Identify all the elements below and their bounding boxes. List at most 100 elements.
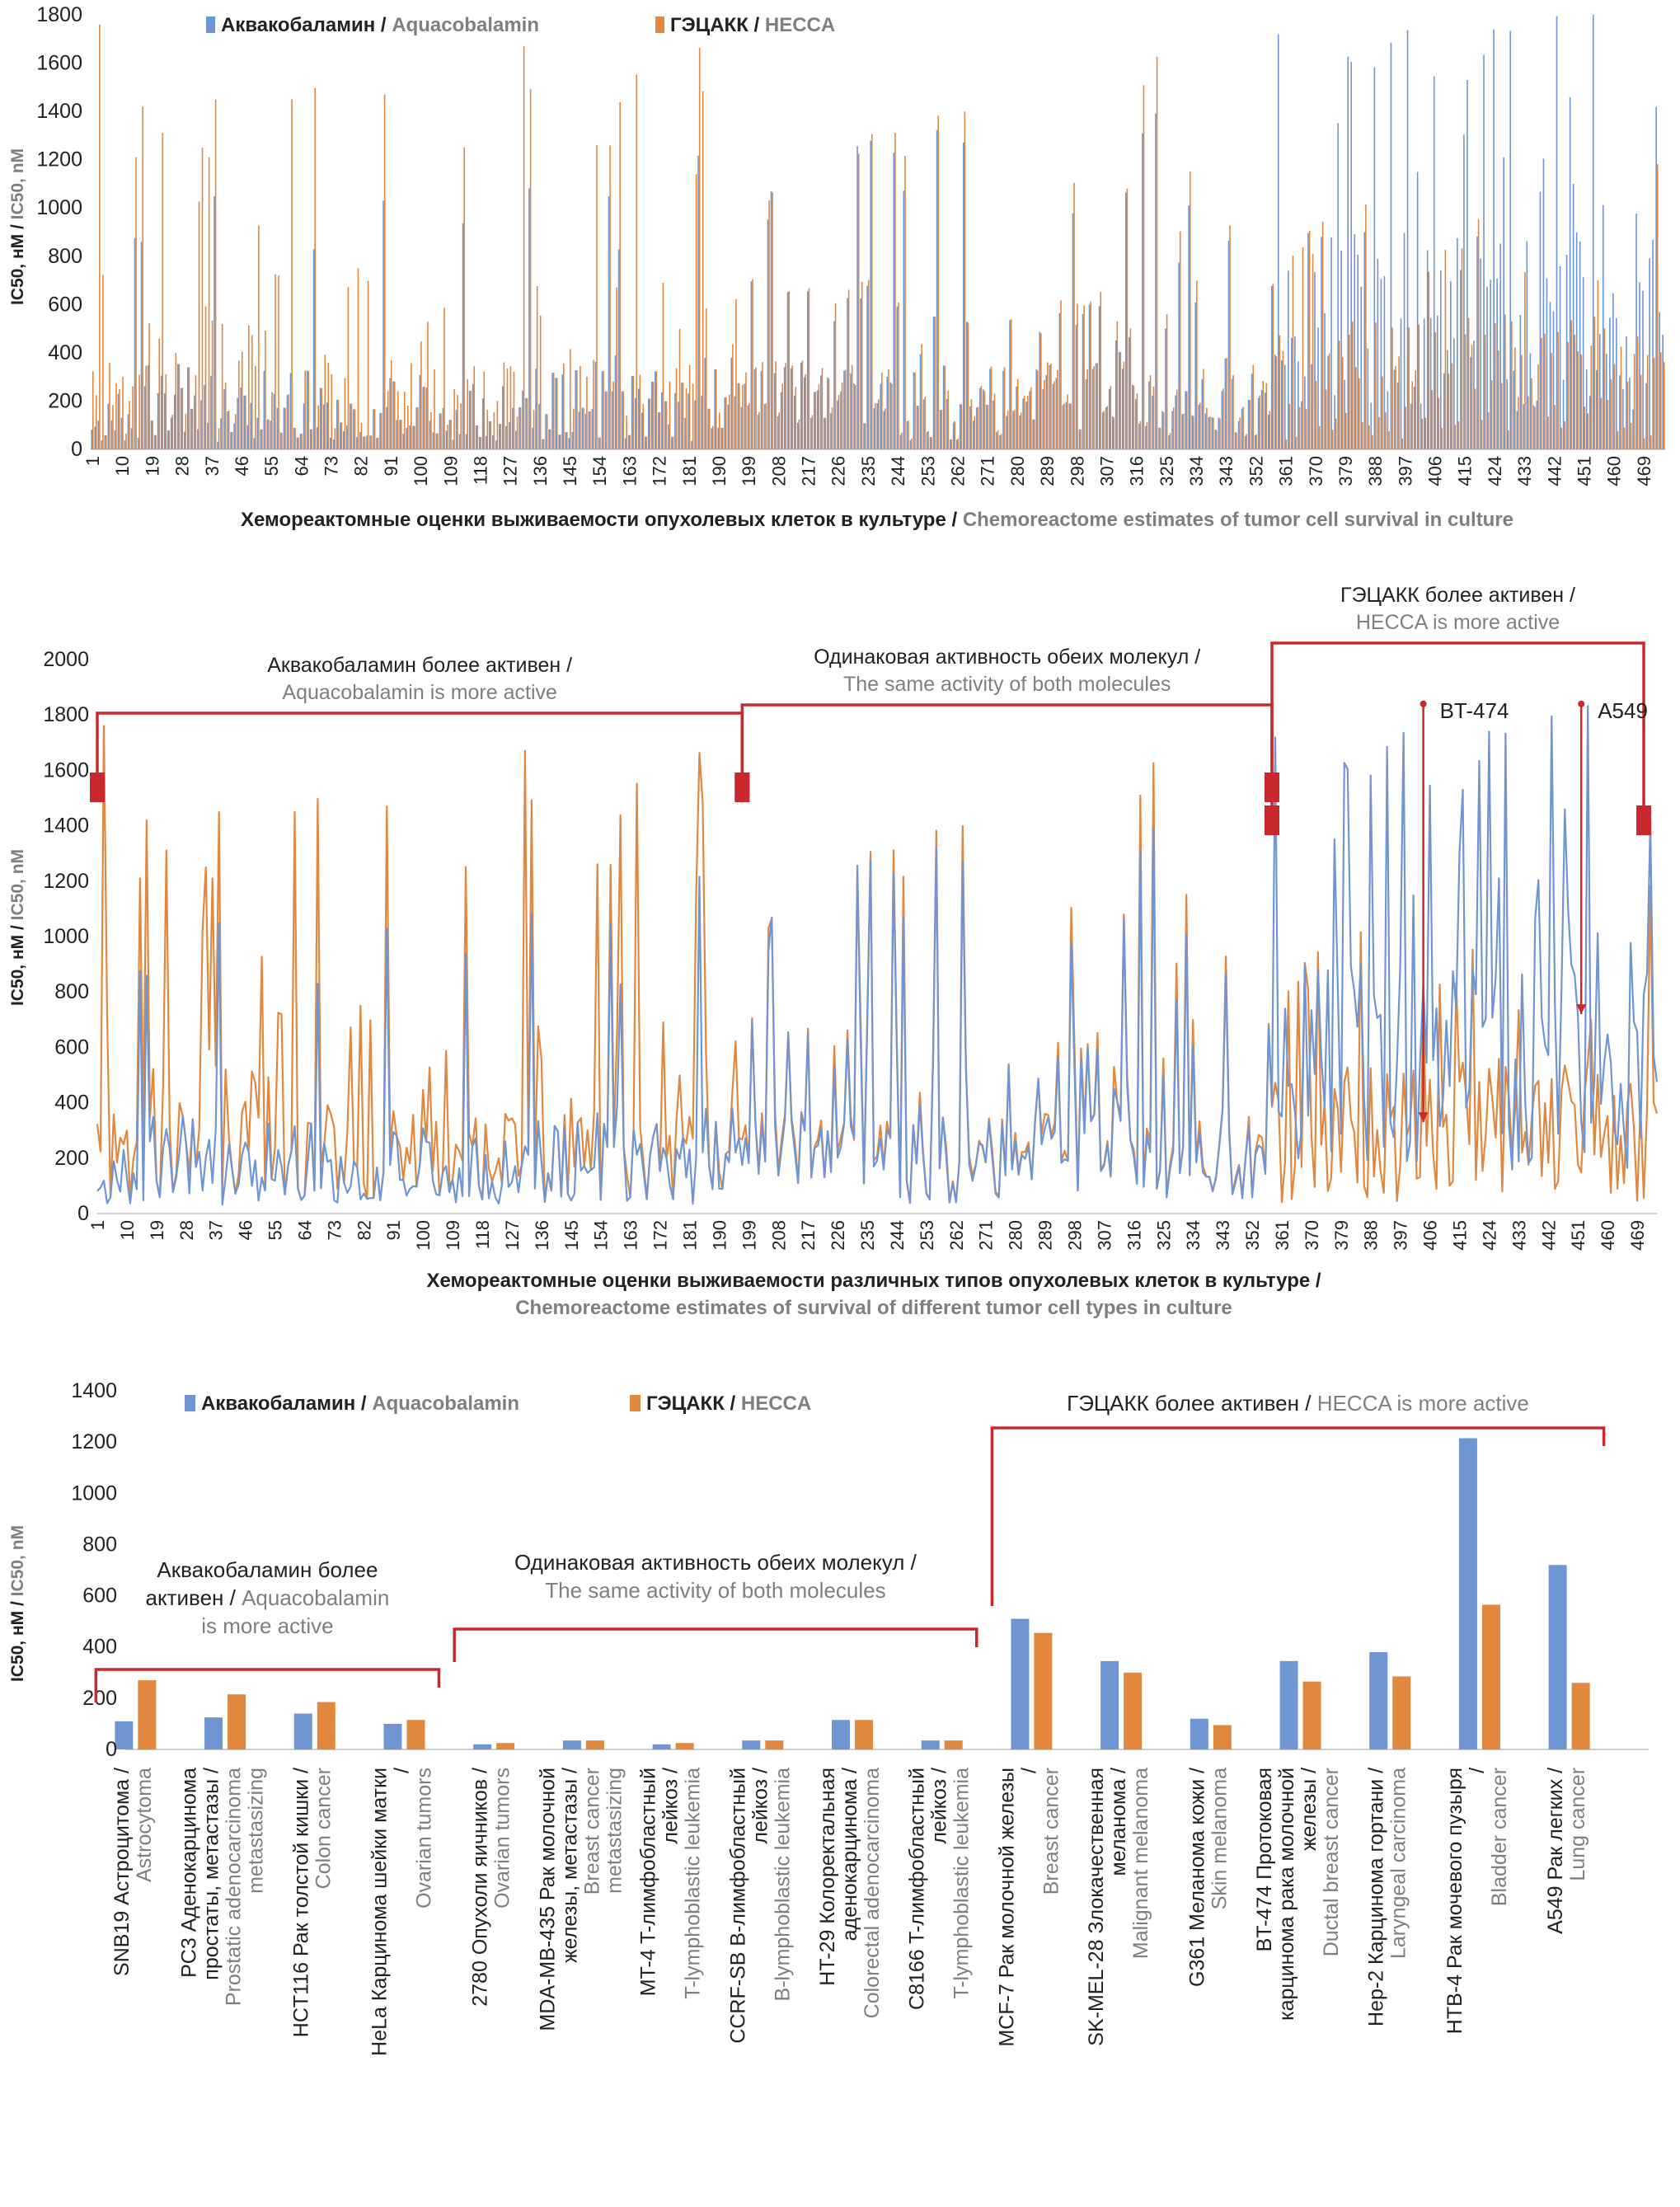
bar-aquacobalamin [1598,334,1601,449]
bar-aquacobalamin [763,404,766,449]
y-tick-label: 600 [54,1035,89,1059]
bar-hecca [1239,417,1241,449]
bar-hecca [1246,434,1247,449]
bar-hecca [662,282,664,449]
bar-hecca [1362,422,1363,449]
bar-hecca [1272,284,1274,449]
x-tick-label: 199 [739,456,759,486]
bar-aquacobalamin [1450,280,1452,449]
bar-hecca [1321,221,1324,449]
bar-aquacobalamin [227,411,228,449]
category-label: железы, метастазы / [558,1768,581,1963]
y-tick-label: 1200 [71,1430,117,1453]
bar-hecca [447,425,448,449]
group-label-en: HECCA is more active [1356,611,1560,634]
bar-aquacobalamin [1493,29,1495,449]
bar-hecca [1603,328,1606,449]
bar-aquacobalamin [293,1713,312,1749]
group-bracket [1270,641,1645,819]
y-tick-label: 1800 [36,3,82,26]
bar-aquacobalamin [644,436,646,449]
bar-aquacobalamin [906,421,908,449]
bar-hecca [867,279,870,449]
bar-aquacobalamin [1267,415,1269,449]
bar-hecca [1146,421,1148,449]
bar-aquacobalamin [770,191,772,449]
bar-aquacobalamin [724,397,726,449]
bar-aquacobalamin [1039,331,1041,449]
bar-aquacobalamin [1301,401,1302,449]
bar-aquacobalamin [1556,16,1558,449]
bar-hecca [990,366,993,449]
bar-hecca [954,420,956,449]
x-tick-label: 271 [978,456,998,486]
group-label-ru: Одинаковая активность обеих молекул / [514,1550,917,1575]
bar-hecca [1259,395,1261,449]
bar-aquacobalamin [114,430,116,449]
y-tick-label: 1400 [43,815,89,838]
y-tick-label: 1600 [43,758,89,782]
group-bracket [453,1627,978,1662]
bar-aquacobalamin [207,422,209,449]
bar-aquacobalamin [880,383,882,449]
bar-hecca [772,192,773,450]
bar-hecca [1016,378,1019,449]
bar-aquacobalamin [581,407,584,449]
bar-aquacobalamin [1304,376,1306,449]
x-tick-label: 316 [1127,456,1147,486]
x-tick-label: 37 [206,1220,227,1240]
bar-hecca [1421,419,1424,449]
x-tick-label: 91 [383,1220,404,1240]
bar-aquacobalamin [1649,258,1650,449]
bar-hecca [765,1740,784,1749]
x-tick-label: 217 [799,456,819,486]
bar-hecca [1096,363,1098,449]
x-tick-label: 55 [261,456,282,476]
bar-aquacobalamin [1138,423,1140,449]
category-label: меланома / [1107,1768,1130,1876]
bar-aquacobalamin [840,391,842,449]
bar-hecca [1123,361,1125,449]
bar-hecca [476,425,479,449]
bar-hecca [1054,381,1055,449]
bar-hecca [1113,417,1115,449]
bar-aquacobalamin [909,439,912,449]
bar-hecca [901,432,903,449]
bar-hecca [251,335,253,449]
category-label: BT-474 Протоковая [1253,1768,1276,1951]
bar-hecca [434,369,435,449]
category-label: Astrocytoma [133,1768,156,1882]
bar-hecca [102,275,104,449]
bar-aquacobalamin [1058,312,1061,449]
bar-hecca [1656,163,1659,449]
bar-hecca [1030,387,1032,449]
bar-hecca [898,302,899,449]
bar-aquacobalamin [1632,409,1634,449]
bar-hecca [106,435,107,449]
x-tick-label: 82 [351,456,372,476]
bar-hecca [818,384,820,449]
bar-aquacobalamin [455,410,458,449]
x-tick-label: 334 [1186,456,1207,486]
bar-hecca [1626,381,1629,449]
bar-aquacobalamin [1523,403,1525,449]
panel-2-x-ticks: 1 10 19 28 37 46 55 64 73 82 91 100 109 118 127 136 145 1… [87,1220,1648,1251]
bar-aquacobalamin [919,354,922,449]
y-tick-label: 200 [48,389,82,412]
bar-aquacobalamin [853,383,855,449]
bar-hecca [493,412,495,449]
bar-hecca [417,407,419,449]
bar-hecca [964,111,966,449]
bar-hecca [387,391,389,449]
bar-aquacobalamin [1373,67,1376,449]
bar-hecca [301,433,303,449]
bar-aquacobalamin [1221,391,1223,449]
bar-hecca [529,89,532,450]
bar-hecca [1143,85,1145,449]
bar-aquacobalamin [1211,417,1213,449]
bar-hecca [1060,300,1062,449]
bar-hecca [1073,182,1075,449]
bar-aquacobalamin [336,399,338,449]
bar-aquacobalamin [157,392,159,449]
bar-aquacobalamin [184,431,185,449]
